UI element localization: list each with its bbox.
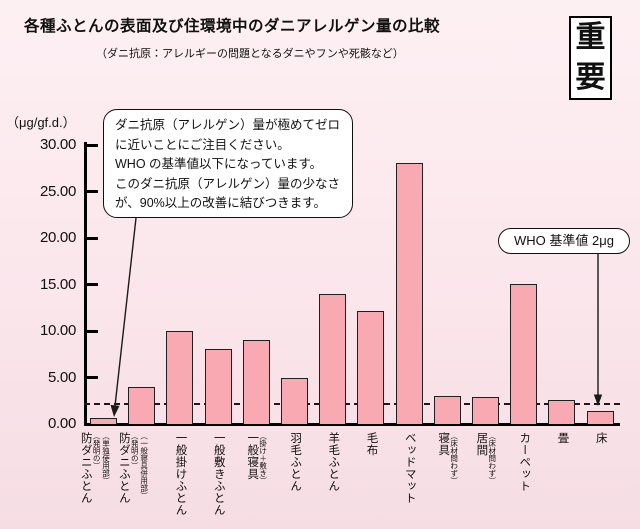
x-axis-label-main: 一般寝具 — [246, 432, 259, 480]
bar — [586, 410, 614, 424]
x-axis-label-annotation: （発明の） — [92, 432, 102, 470]
callout-line: このダニ抗原（アレルゲン）量の少なさ — [115, 176, 341, 191]
x-axis-label-annotation: （発明の） — [130, 432, 140, 470]
callout-line: に近いことにご注目ください。 — [115, 137, 290, 152]
x-axis-line — [84, 423, 620, 426]
y-axis-tick — [84, 190, 98, 193]
y-axis-tick-label: 10.00 — [39, 322, 76, 339]
x-axis-label-main: 寝具 — [437, 432, 450, 456]
y-axis-tick-label: 25.00 — [39, 182, 76, 200]
x-axis-label-annotation: （床材問わず） — [487, 432, 497, 485]
x-axis-label-main: ベッドマット — [403, 432, 416, 504]
x-axis-label: カーペット — [517, 432, 530, 527]
x-axis-label: 羽毛ふとん — [288, 432, 301, 527]
x-axis-label: 一般寝具 （掛け＋敷き） — [245, 432, 268, 527]
bar — [204, 348, 232, 424]
y-axis-tick-label: 30.00 — [39, 136, 76, 153]
x-axis-label: 毛布 — [364, 432, 378, 527]
x-axis-label: 防ダニふとん （発明の） （一般寝具併用部） — [117, 432, 149, 527]
x-axis-label: ベッドマット — [402, 432, 416, 527]
callout-line: ダニ抗原（アレルゲン）量が極めてゼロ — [115, 118, 341, 132]
bar — [166, 331, 194, 424]
x-axis-label: 床 — [593, 432, 607, 527]
x-axis-label-annotation: （一般寝具併用部） — [139, 432, 149, 500]
bar — [281, 377, 308, 424]
bar — [242, 340, 270, 424]
y-axis-tick-label: 0.00 — [48, 415, 76, 432]
callout-line: が、90%以上の改善に結びつきます。 — [115, 196, 327, 210]
y-axis-tick-label: 5.00 — [48, 368, 76, 386]
importance-stamp: 重 要 — [569, 16, 612, 100]
x-axis-label: 一般敷きふとん — [211, 432, 225, 527]
who-reference-line — [84, 403, 620, 405]
stamp-char-bottom: 要 — [575, 61, 606, 95]
bar — [128, 386, 156, 424]
bar — [319, 293, 347, 424]
x-axis-label-main: 防ダニふとん — [79, 432, 92, 504]
who-threshold-label: WHO 基準値 2μg — [498, 228, 630, 254]
y-axis-tick — [84, 329, 98, 333]
x-axis-label-main: 一般敷きふとん — [212, 432, 225, 516]
who-arrow — [593, 254, 603, 406]
y-axis-unit-label: （μg/gf.d.） — [6, 115, 76, 130]
chart-title: 各種ふとんの表面及び住環境中のダニアレルゲン量の比較 — [24, 18, 441, 35]
bar — [472, 397, 499, 424]
y-axis-tick — [84, 236, 98, 240]
bar — [90, 418, 117, 424]
bar — [395, 162, 423, 424]
x-axis-label-main: 床 — [594, 432, 607, 444]
callout-line: WHO の基準値以下になっています。 — [115, 157, 323, 171]
x-axis-label-main: 畳 — [556, 432, 569, 444]
y-axis-tick — [84, 283, 98, 286]
x-axis-label-main: カーペット — [518, 432, 531, 492]
x-axis-label: 畳 — [555, 432, 569, 527]
y-axis-tick-label: 15.00 — [39, 275, 76, 293]
x-axis-label-annotation: （床材問わず） — [449, 432, 459, 485]
x-axis-label-main: 一般掛けふとん — [174, 432, 187, 516]
x-axis-label-annotation: （掛け＋敷き） — [258, 432, 268, 485]
callout-note: ダニ抗原（アレルゲン）量が極めてゼロ に近いことにご注目ください。 WHO の基… — [103, 109, 353, 218]
chart-subtitle: （ダニ抗原：アレルギーの問題となるダニやフンや死骸など） — [96, 48, 404, 60]
bar — [357, 311, 385, 424]
x-axis-label: 一般掛けふとん — [173, 432, 187, 527]
y-axis-tick — [84, 143, 98, 147]
x-axis-label-main: 毛布 — [365, 432, 378, 456]
x-axis-label: 寝具 （床材問わず） — [436, 432, 459, 527]
x-axis-label-main: 羽毛ふとん — [289, 432, 302, 492]
bar — [548, 399, 576, 424]
x-axis-label-main: 防ダニふとん — [117, 432, 130, 504]
x-axis-label-main: 居間 — [475, 432, 488, 456]
x-axis-label: 防ダニふとん （発明の） （単独使用部） — [79, 432, 111, 527]
bar — [433, 396, 461, 424]
x-axis-label: 居間 （床材問わず） — [474, 432, 497, 527]
y-axis-tick-label: 20.00 — [39, 229, 76, 246]
x-axis-label-main: 羊毛ふとん — [327, 432, 340, 492]
bar — [510, 283, 538, 424]
x-axis-label: 羊毛ふとん — [326, 432, 339, 527]
y-axis-tick — [84, 376, 98, 379]
x-axis-label-annotation: （単独使用部） — [101, 432, 111, 485]
stamp-char-top: 重 — [575, 21, 606, 55]
